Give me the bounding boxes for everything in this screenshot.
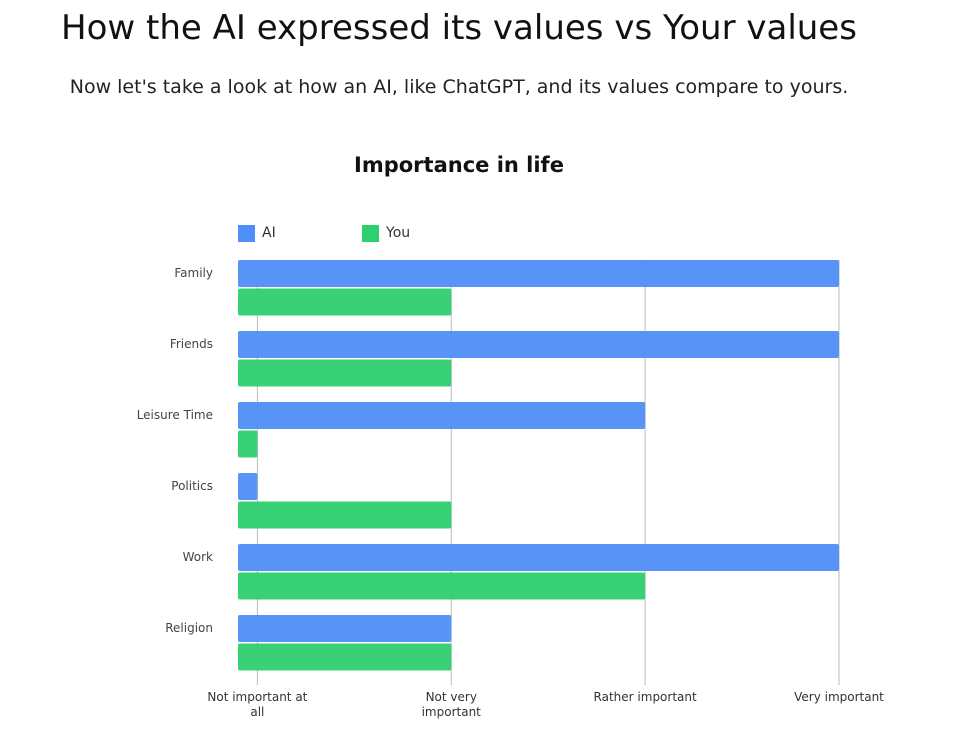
x-tick-label: Very important <box>794 690 884 704</box>
bar <box>238 288 452 316</box>
bar <box>238 331 839 358</box>
category-label: Religion <box>165 621 213 635</box>
legend-swatch <box>238 225 255 242</box>
subtitle: Now let's take a look at how an AI, like… <box>69 76 849 98</box>
page-title: How the AI expressed its values vs Your … <box>61 8 857 48</box>
bar <box>238 544 839 571</box>
category-label: Leisure Time <box>136 408 213 422</box>
bar <box>238 473 258 500</box>
bar <box>238 615 452 642</box>
category-label: Politics <box>171 479 213 493</box>
legend-label: AI <box>262 225 276 241</box>
bar <box>238 260 839 287</box>
x-tick-label: Not very important <box>421 690 481 719</box>
bar <box>238 572 646 600</box>
x-tick-label: Rather important <box>593 690 697 704</box>
bar <box>238 359 452 387</box>
bar <box>238 402 646 429</box>
legend-label: You <box>386 225 411 241</box>
x-tick-label: Not important at all <box>207 690 308 719</box>
bar <box>238 643 452 671</box>
legend-swatch <box>362 225 379 242</box>
bar <box>238 430 258 458</box>
category-label: Family <box>174 266 213 280</box>
category-label: Work <box>182 550 213 564</box>
bar <box>238 501 452 529</box>
chart-title: Importance in life <box>354 153 564 177</box>
category-label: Friends <box>169 337 213 351</box>
